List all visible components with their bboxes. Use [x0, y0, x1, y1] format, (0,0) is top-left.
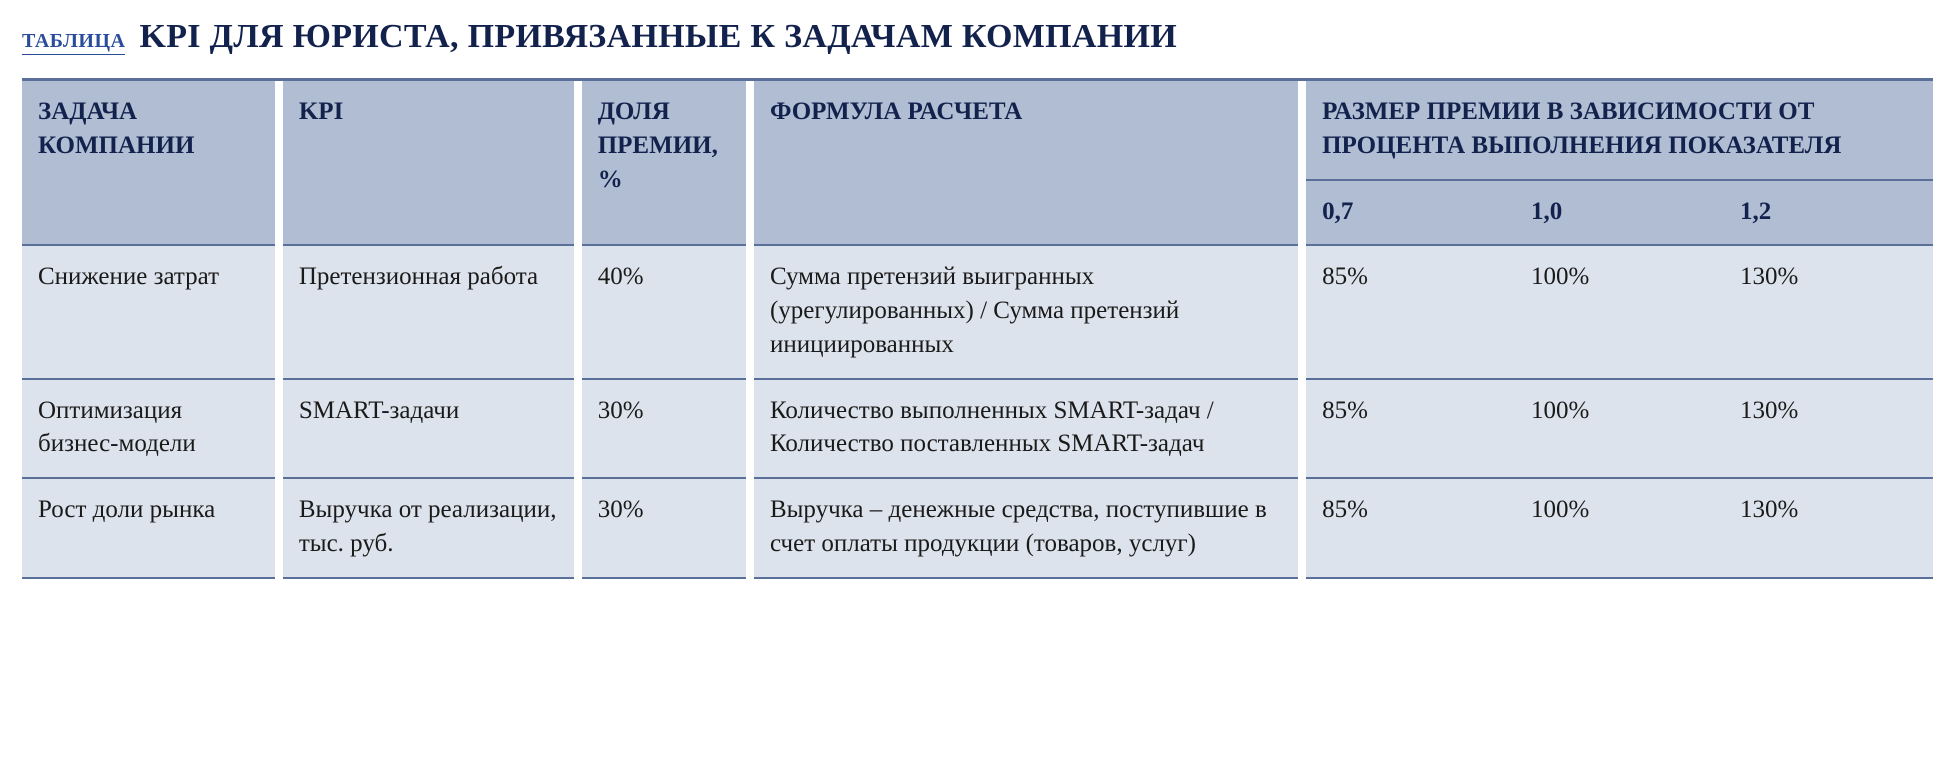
col-header-formula: ФОРМУЛА РАСЧЕТА [754, 80, 1299, 246]
cell-task: Оптимизация бизнес-модели [22, 379, 275, 479]
cell-bonus: 100% [1515, 245, 1724, 378]
col-header-kpi: KPI [283, 80, 574, 246]
cell-bonus: 100% [1515, 478, 1724, 578]
cell-share: 40% [582, 245, 747, 378]
cell-formula: Выручка – денежные средства, по­ступивши… [754, 478, 1299, 578]
cell-bonus: 85% [1306, 245, 1515, 378]
col-header-share: ДОЛЯ ПРЕ­МИИ, % [582, 80, 747, 246]
cell-share: 30% [582, 379, 747, 479]
cell-bonus: 85% [1306, 478, 1515, 578]
cell-bonus: 130% [1724, 478, 1933, 578]
cell-share: 30% [582, 478, 747, 578]
cell-task: Снижение затрат [22, 245, 275, 378]
cell-kpi: Выручка от реа­лизации, тыс. руб. [283, 478, 574, 578]
table-row: Снижение затрат Претензионная работа 40%… [22, 245, 1933, 378]
col-header-bonus-2: 1,2 [1724, 180, 1933, 246]
cell-kpi: Претензионная работа [283, 245, 574, 378]
cell-kpi: SMART-задачи [283, 379, 574, 479]
page-title: KPI ДЛЯ ЮРИСТА, ПРИВЯЗАННЫЕ К ЗАДАЧАМ КО… [139, 18, 1177, 56]
cell-formula: Сумма претензий выигранных (урегулирован… [754, 245, 1299, 378]
table-row: Рост доли рынка Выручка от реа­лизации, … [22, 478, 1933, 578]
title-row: ТАБЛИЦА KPI ДЛЯ ЮРИСТА, ПРИВЯЗАННЫЕ К ЗА… [22, 18, 1933, 56]
cell-task: Рост доли рынка [22, 478, 275, 578]
cell-bonus: 85% [1306, 379, 1515, 479]
cell-bonus: 130% [1724, 245, 1933, 378]
table-body: Снижение затрат Претензионная работа 40%… [22, 245, 1933, 577]
cell-bonus: 130% [1724, 379, 1933, 479]
kpi-table: ЗАДАЧА КОМПАНИИ KPI ДОЛЯ ПРЕ­МИИ, % ФОРМ… [22, 78, 1933, 579]
col-header-bonus-group: РАЗМЕР ПРЕМИИ В ЗАВИСИ­МОСТИ ОТ ПРОЦЕНТА… [1306, 80, 1933, 180]
col-header-bonus-0: 0,7 [1306, 180, 1515, 246]
table-label: ТАБЛИЦА [22, 30, 125, 55]
col-header-bonus-1: 1,0 [1515, 180, 1724, 246]
table-row: Оптимизация бизнес-модели SMART-задачи 3… [22, 379, 1933, 479]
cell-bonus: 100% [1515, 379, 1724, 479]
col-header-task: ЗАДАЧА КОМПАНИИ [22, 80, 275, 246]
cell-formula: Количество выполненных SMART-задач / Кол… [754, 379, 1299, 479]
